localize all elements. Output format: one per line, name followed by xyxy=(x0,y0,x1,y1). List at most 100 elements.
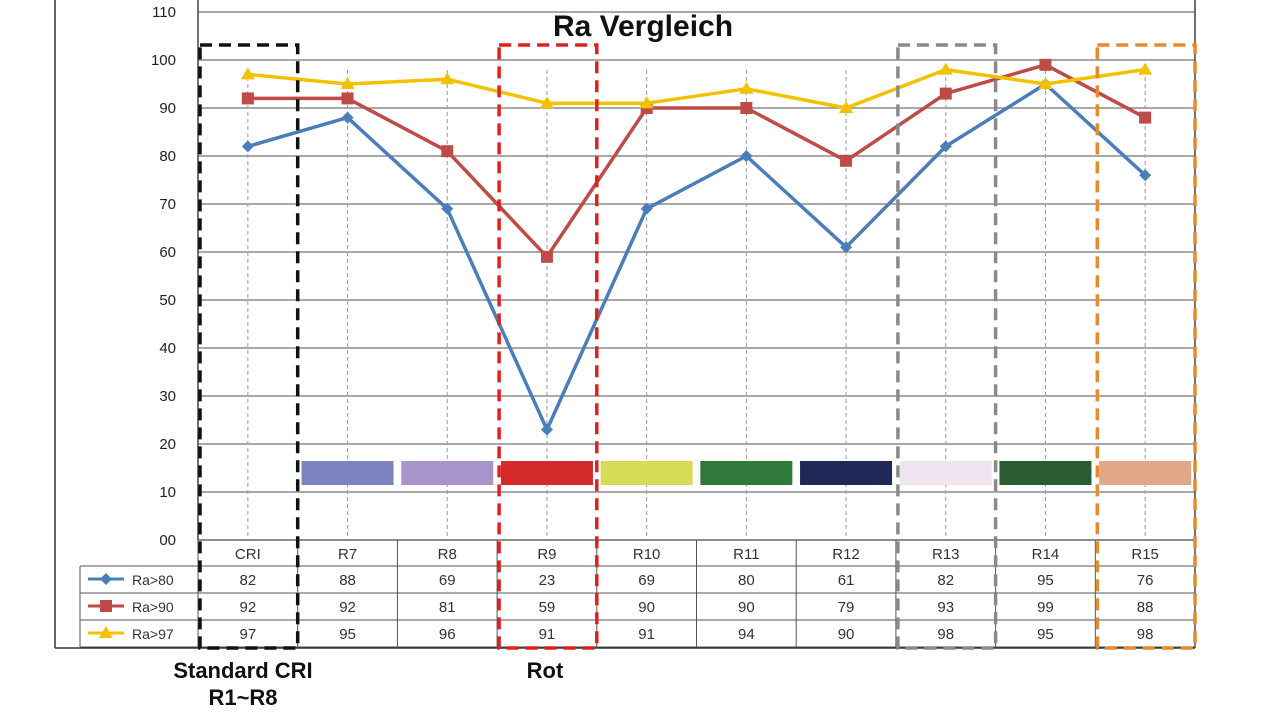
table-value: 91 xyxy=(638,626,655,643)
y-tick-label: 90 xyxy=(159,100,176,117)
table-value: 59 xyxy=(539,599,556,616)
table-value: 96 xyxy=(439,626,456,643)
series-marker xyxy=(1138,62,1153,75)
table-value: 69 xyxy=(439,572,456,589)
series-marker xyxy=(241,140,254,153)
series-marker xyxy=(938,62,953,75)
series-marker xyxy=(100,573,112,585)
series-marker xyxy=(839,101,854,113)
table-value: 97 xyxy=(240,626,257,643)
table-value: 61 xyxy=(838,572,855,589)
color-swatch xyxy=(500,461,593,485)
x-category-label: R15 xyxy=(1131,546,1159,563)
legend-label: Ra>80 xyxy=(132,572,174,588)
series-marker xyxy=(939,140,952,153)
color-swatch xyxy=(401,461,494,485)
standard-cri-line2: R1~R8 xyxy=(208,685,278,710)
color-swatch xyxy=(800,461,893,485)
chart-title: Ra Vergleich xyxy=(553,10,733,43)
color-swatch xyxy=(999,461,1092,485)
color-swatch xyxy=(1099,461,1192,485)
table-value: 93 xyxy=(937,599,954,616)
highlight-boxes xyxy=(198,43,1197,650)
series-marker xyxy=(1038,77,1053,89)
grid xyxy=(198,11,1195,541)
series-marker xyxy=(840,154,853,167)
standard-cri-line1: Standard CRI xyxy=(173,658,313,683)
series-line xyxy=(247,82,1147,432)
series-line xyxy=(247,63,1146,259)
table-value: 81 xyxy=(439,599,456,616)
y-tick-label: 50 xyxy=(159,292,176,309)
table-value: 98 xyxy=(937,626,954,643)
y-tick-label: 70 xyxy=(159,196,176,213)
x-category-label: CRI xyxy=(235,546,261,563)
series-marker xyxy=(341,92,354,105)
y-tick-label: 110 xyxy=(152,4,176,21)
y-tick-label: 10 xyxy=(159,484,176,501)
table-value: 95 xyxy=(1037,572,1054,589)
table-value: 76 xyxy=(1137,572,1154,589)
series-lines xyxy=(240,58,1153,436)
y-tick-label: 60 xyxy=(159,244,176,261)
series-marker xyxy=(739,81,754,94)
series-marker xyxy=(1039,58,1052,71)
color-swatch xyxy=(899,461,992,485)
table-value: 88 xyxy=(1137,599,1154,616)
table-value: 94 xyxy=(738,626,755,643)
table-value: 90 xyxy=(638,599,655,616)
series-marker xyxy=(100,600,112,612)
series-marker xyxy=(740,150,753,162)
table-value: 98 xyxy=(1137,626,1154,643)
table-value: 95 xyxy=(339,626,356,643)
highlight-box xyxy=(1095,43,1197,650)
series-marker xyxy=(99,626,113,638)
y-tick-label: 00 xyxy=(159,532,176,549)
table-value: 90 xyxy=(738,599,755,616)
x-category-label: R10 xyxy=(633,546,661,563)
standard-cri-note: Standard CRI R1~R8 xyxy=(148,657,338,711)
x-category-label: R9 xyxy=(537,546,556,563)
table-value: 91 xyxy=(539,626,556,643)
y-tick-label: 20 xyxy=(159,436,176,453)
color-swatch xyxy=(301,461,394,485)
series-marker xyxy=(639,96,654,109)
table-value: 82 xyxy=(937,572,954,589)
series-marker xyxy=(340,77,355,89)
x-category-label: R12 xyxy=(832,546,860,563)
x-category-label: R8 xyxy=(438,546,457,563)
series-line xyxy=(247,67,1146,110)
data-table: CRI R7 R8 R9 R10 R11 R12 R13 R14 R15 Ra>80 82 88 69 23… xyxy=(55,539,1196,649)
highlight-box xyxy=(497,43,599,650)
series-marker xyxy=(740,102,753,114)
series-marker xyxy=(240,67,255,80)
series-marker xyxy=(341,111,354,124)
series-marker xyxy=(1139,169,1152,182)
y-tick-label: 100 xyxy=(151,52,176,69)
series-marker xyxy=(539,96,554,109)
table-value: 80 xyxy=(738,572,755,589)
series-marker xyxy=(640,202,653,215)
y-tick-label: 40 xyxy=(159,340,176,357)
table-value: 92 xyxy=(339,599,356,616)
rot-note: Rot xyxy=(526,658,564,683)
y-tick-label: 80 xyxy=(159,148,176,165)
x-category-label: R14 xyxy=(1032,546,1060,563)
axes: 00 10 20 30 40 50 60 70 80 90 100 110 xyxy=(54,0,1196,648)
series-marker xyxy=(440,72,455,85)
series-marker xyxy=(840,241,853,254)
table-value: 95 xyxy=(1037,626,1054,643)
highlight-box xyxy=(198,43,300,650)
color-swatch xyxy=(600,461,693,485)
series-marker xyxy=(241,92,254,105)
x-category-label: R11 xyxy=(733,546,759,563)
table-value: 82 xyxy=(240,572,257,589)
series-marker xyxy=(1139,111,1152,124)
legend-label: Ra>97 xyxy=(132,626,174,642)
color-swatches xyxy=(301,461,1192,485)
x-category-label: R7 xyxy=(338,546,357,563)
series-marker xyxy=(540,423,553,436)
series-marker xyxy=(441,202,454,215)
y-tick-label: 30 xyxy=(159,388,176,405)
